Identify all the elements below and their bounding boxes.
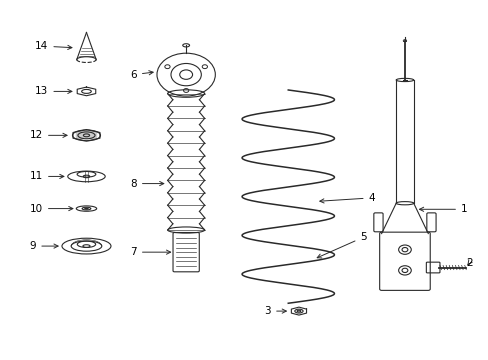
Text: 1: 1 bbox=[419, 204, 467, 214]
Text: 5: 5 bbox=[317, 232, 366, 258]
Text: 14: 14 bbox=[35, 41, 72, 51]
Text: 2: 2 bbox=[465, 258, 471, 268]
Text: 7: 7 bbox=[130, 247, 170, 257]
Text: 4: 4 bbox=[319, 193, 374, 203]
Text: 3: 3 bbox=[264, 306, 286, 316]
Text: 13: 13 bbox=[35, 86, 72, 96]
Text: 8: 8 bbox=[130, 179, 163, 189]
Text: 12: 12 bbox=[30, 130, 67, 140]
Text: 9: 9 bbox=[30, 241, 58, 251]
Text: 11: 11 bbox=[30, 171, 64, 181]
Text: 10: 10 bbox=[30, 203, 73, 213]
Text: 6: 6 bbox=[130, 69, 153, 80]
